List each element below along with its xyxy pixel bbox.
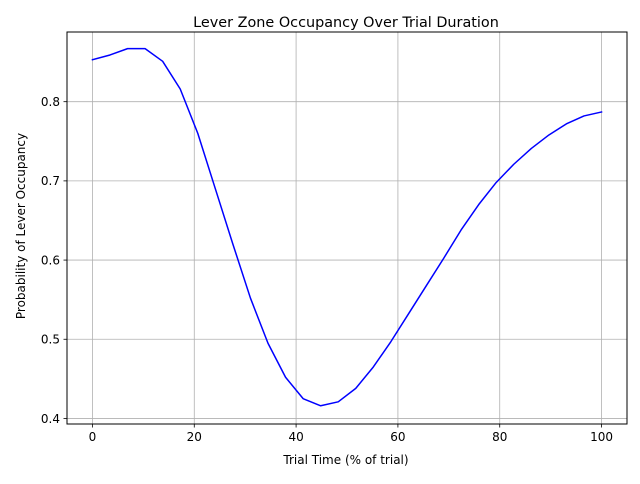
chart-title: Lever Zone Occupancy Over Trial Duration bbox=[193, 15, 499, 31]
x-tick-label: 0 bbox=[89, 430, 97, 444]
x-tick-label: 40 bbox=[288, 430, 303, 444]
axis-ticks: 0 20 40 60 80 100 0.4 0.5 0.6 0.7 0.8 bbox=[41, 95, 613, 444]
x-tick-label: 60 bbox=[390, 430, 405, 444]
y-axis-label: Probability of Lever Occupancy bbox=[14, 133, 28, 319]
x-tick-label: 100 bbox=[590, 430, 613, 444]
x-axis-label: Trial Time (% of trial) bbox=[282, 453, 408, 467]
plot-frame bbox=[66, 31, 628, 425]
x-tick-label: 80 bbox=[492, 430, 507, 444]
series-layer bbox=[91, 47, 603, 407]
y-tick-label: 0.7 bbox=[41, 174, 60, 188]
y-tick-label: 0.6 bbox=[41, 253, 60, 267]
y-tick-label: 0.5 bbox=[41, 333, 60, 347]
series-line bbox=[91, 47, 603, 407]
x-tick-label: 20 bbox=[187, 430, 202, 444]
grid-lines bbox=[67, 32, 627, 424]
y-tick-label: 0.8 bbox=[41, 95, 60, 109]
y-tick-label: 0.4 bbox=[41, 412, 60, 426]
